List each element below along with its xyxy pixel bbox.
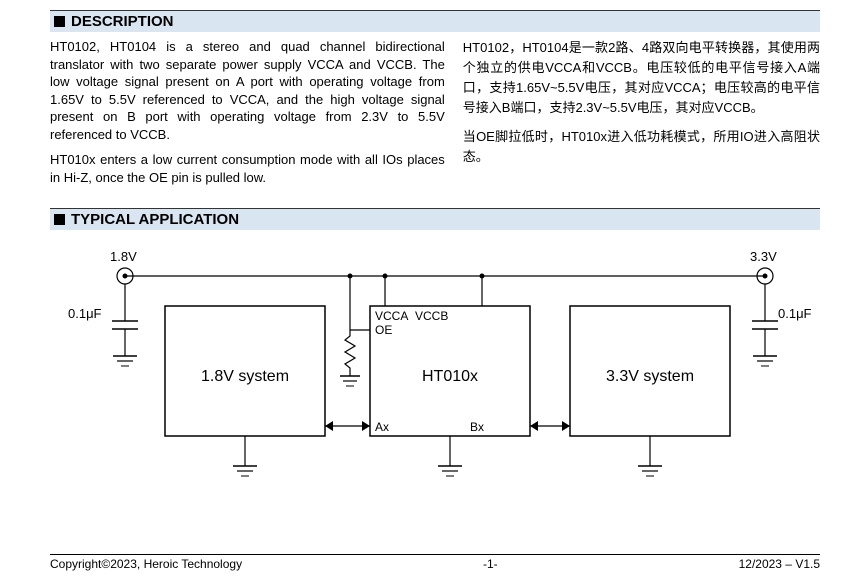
footer-version: 12/2023 – V1.5	[739, 557, 820, 571]
footer-page: -1-	[483, 557, 498, 571]
label-vcca: VCCA	[375, 309, 408, 323]
bullet-icon	[54, 214, 65, 225]
section-header-typical-app: TYPICAL APPLICATION	[50, 208, 820, 230]
label-oe: OE	[375, 323, 392, 337]
label-vleft: 1.8V	[110, 249, 137, 264]
label-vright: 3.3V	[750, 249, 777, 264]
label-box-left: 1.8V system	[201, 368, 289, 385]
section-header-description: DESCRIPTION	[50, 10, 820, 32]
label-ax: Ax	[375, 420, 389, 434]
label-cap-left: 0.1μF	[68, 306, 102, 321]
desc-cn-p2: 当OE脚拉低时，HT010x进入低功耗模式，所用IO进入高阻状态。	[463, 127, 820, 167]
bullet-icon	[54, 16, 65, 27]
circuit-svg: 1.8V 3.3V 0.1μF 0.1μF 1.8V system HT010x…	[50, 236, 820, 506]
label-cap-right: 0.1μF	[778, 306, 812, 321]
desc-en-p1: HT0102, HT0104 is a stereo and quad chan…	[50, 38, 445, 143]
footer-copyright: Copyright©2023, Heroic Technology	[50, 557, 242, 571]
section-title: TYPICAL APPLICATION	[71, 211, 239, 228]
typical-application-diagram: 1.8V 3.3V 0.1μF 0.1μF 1.8V system HT010x…	[50, 236, 820, 516]
description-english: HT0102, HT0104 is a stereo and quad chan…	[50, 38, 445, 194]
description-chinese: HT0102，HT0104是一款2路、4路双向电平转换器，其使用两个独立的供电V…	[463, 38, 820, 194]
description-columns: HT0102, HT0104 is a stereo and quad chan…	[50, 38, 820, 194]
label-box-right: 3.3V system	[606, 368, 694, 385]
page-footer: Copyright©2023, Heroic Technology -1- 12…	[50, 554, 820, 571]
section-title: DESCRIPTION	[71, 13, 174, 30]
label-bx: Bx	[470, 420, 484, 434]
label-box-mid: HT010x	[422, 368, 478, 385]
desc-cn-p1: HT0102，HT0104是一款2路、4路双向电平转换器，其使用两个独立的供电V…	[463, 38, 820, 119]
desc-en-p2: HT010x enters a low current consumption …	[50, 151, 445, 186]
label-vccb: VCCB	[415, 309, 448, 323]
